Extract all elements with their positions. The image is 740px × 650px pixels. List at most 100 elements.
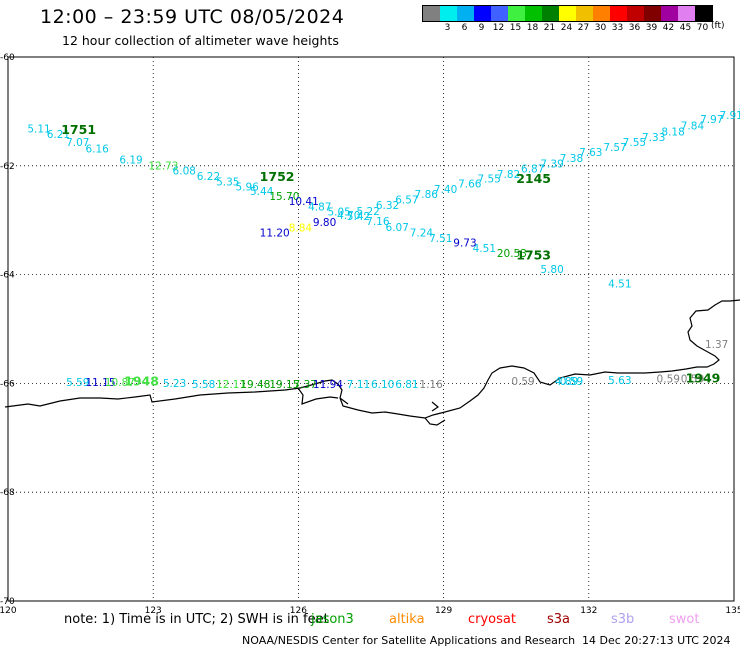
chart-subtitle: 12 hour collection of altimeter wave hei… <box>62 33 339 48</box>
legend-level-label: 39 <box>645 23 658 33</box>
legend-swatch <box>525 6 542 21</box>
swh-value-label: 6.57 <box>395 194 418 206</box>
swh-value-label: 12.11 <box>216 379 246 391</box>
color-legend: 3 6 9 12 15 18 21 24 27 30 33 36 39 42 45 70 (ft) <box>422 5 725 36</box>
legend-swatch <box>474 6 491 21</box>
pass-time-label: 1949 <box>686 370 721 385</box>
swh-value-label: 5.23 <box>163 378 186 390</box>
legend-swatch <box>644 6 661 21</box>
swh-value-label: 6.81 <box>395 379 418 391</box>
legend-swatch <box>542 6 559 21</box>
swh-value-label: 7.66 <box>458 179 482 191</box>
timestamp-text: 14 Dec 20:27:13 UTC 2024 <box>582 634 731 647</box>
y-tick-label: -64 <box>0 271 15 281</box>
swh-value-label: 10.87 <box>105 377 135 389</box>
y-tick-label: -68 <box>0 488 15 498</box>
swh-value-label: 7.82 <box>497 169 520 181</box>
legend-level-label: 6 <box>461 23 468 33</box>
swh-value-label: 6.08 <box>173 166 196 178</box>
swh-value-label: 0.59 <box>560 376 583 388</box>
legend-level-label: 45 <box>679 23 692 33</box>
swh-value-label: 7.07 <box>66 137 89 149</box>
swh-value-label: 0.59 <box>511 376 534 388</box>
legend-swatch <box>440 6 457 21</box>
legend-level-label: 3 <box>444 23 451 33</box>
swh-value-label: 5.59 <box>66 377 89 389</box>
swh-value-label: 19.15 <box>269 379 299 391</box>
coastline <box>4 299 740 419</box>
x-tick-label: 126 <box>290 606 307 616</box>
x-tick-label: 120 <box>0 606 17 616</box>
swh-value-label: 15.70 <box>269 191 299 203</box>
swh-value-label: 5.22 <box>356 206 379 218</box>
mission-label-cryosat: cryosat <box>468 612 516 627</box>
legend-level-label: 36 <box>628 23 641 33</box>
legend-level-label: 27 <box>577 23 590 33</box>
swh-value-label: 7.39 <box>540 158 563 170</box>
swh-value-label: 8.84 <box>289 223 313 235</box>
x-tick-label: 129 <box>435 606 452 616</box>
legend-swatch <box>457 6 474 21</box>
swh-value-label: 7.97 <box>700 114 723 126</box>
legend-level-label: 12 <box>492 23 505 33</box>
swh-value-label: 4.87 <box>308 201 331 213</box>
swh-value-label: 0.59 <box>681 373 704 385</box>
pass-time-label: 1751 <box>61 122 96 137</box>
swh-value-label: 5.63 <box>608 375 631 387</box>
mission-label-altika: altika <box>389 612 425 627</box>
legend-level-label: 30 <box>594 23 607 33</box>
swh-value-label: 6.21 <box>47 129 70 141</box>
swh-value-label: 6.07 <box>386 222 409 234</box>
swh-value-label: 8.18 <box>661 126 684 138</box>
mission-label-jason3: jason3 <box>311 612 354 627</box>
legend-level-label: 33 <box>611 23 624 33</box>
legend-swatch <box>610 6 627 21</box>
swh-value-label: 5.80 <box>540 264 563 276</box>
swh-value-label: 5.42 <box>347 211 370 223</box>
time-labels: 1751 1752 2145 1753 1948 1949 <box>61 122 720 388</box>
swh-value-label: 20.53 <box>497 248 527 260</box>
chart-title: 12:00 – 23:59 UTC 08/05/2024 <box>40 6 345 28</box>
swh-value-label: 6.10 <box>371 379 394 391</box>
legend-level-label: 15 <box>509 23 522 33</box>
swh-value-label: 6.22 <box>197 171 220 183</box>
swh-value-label: 0.59 <box>657 373 680 385</box>
legend-level-label: 24 <box>560 23 573 33</box>
swh-value-label: 4.70 <box>337 210 360 222</box>
x-tick-label: 132 <box>580 606 597 616</box>
swh-value-label: 9.80 <box>313 217 336 229</box>
pass-time-label: 1753 <box>516 247 551 262</box>
axis-tick-labels: 120 123 126 129 132 135 -60 -62 -64 -66 -68 -70 <box>0 53 740 616</box>
swh-value-label: 7.55 <box>623 137 646 149</box>
y-tick-label: -60 <box>0 53 15 63</box>
swh-value-label: 10.41 <box>289 196 319 208</box>
swh-value-label: 7.38 <box>560 153 583 165</box>
data-labels: 5.116.217.076.16 6.19 12.736.08 6.225.355.9… <box>27 102 740 391</box>
y-tick-label: -62 <box>0 162 15 172</box>
swh-value-label: 7.16 <box>366 216 390 228</box>
swh-value-label: 11.94 <box>313 379 343 391</box>
x-tick-label: 123 <box>145 606 162 616</box>
legend-level-label: 21 <box>543 23 556 33</box>
pass-time-label: 1948 <box>124 374 159 389</box>
coastline-inlet <box>297 387 446 426</box>
swh-value-label: 19.48 <box>240 379 270 391</box>
swh-value-label: 7.91 <box>719 110 740 122</box>
legend-level-label: 70 <box>696 23 709 33</box>
swh-value-label: 7.57 <box>603 142 626 154</box>
swh-value-label: 11.15 <box>85 377 115 389</box>
mission-label-s3b: s3b <box>611 612 635 627</box>
swh-value-label: 5.96 <box>235 181 259 193</box>
credit-text: NOAA/NESDIS Center for Satellite Applica… <box>242 634 576 647</box>
legend-swatch <box>559 6 576 21</box>
legend-swatch <box>678 6 695 21</box>
swh-value-label: 7.40 <box>434 184 457 196</box>
swh-value-label: 7.11 <box>347 379 370 391</box>
swh-value-label: 6.87 <box>521 163 544 175</box>
swh-value-label: 5.58 <box>192 379 215 391</box>
swh-value-label: 5.35 <box>216 176 239 188</box>
legend-swatch <box>695 6 712 21</box>
swh-value-label: 5.05 <box>327 206 350 218</box>
legend-level-label: 9 <box>478 23 485 33</box>
